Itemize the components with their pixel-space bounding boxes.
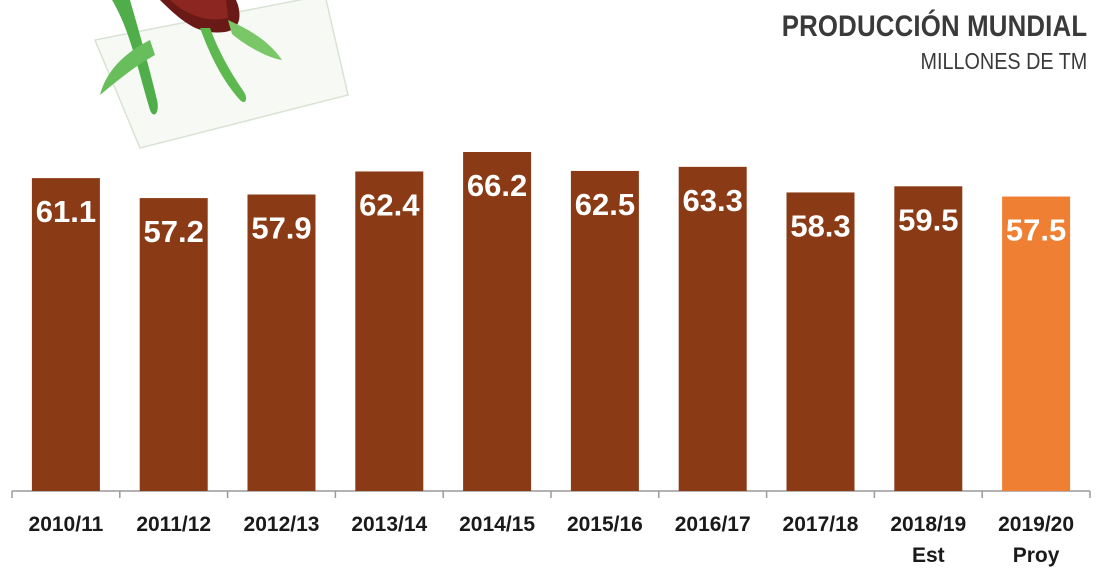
chart-subtitle: MILLONES DE TM [920,48,1087,74]
bar [463,152,532,491]
bar [247,194,316,491]
bar [894,186,963,491]
bar-value-label: 62.4 [359,187,420,222]
x-tick-label: 2012/13 [244,513,320,536]
x-tick-label: 2013/14 [351,513,427,536]
bar [1002,196,1071,491]
x-tick-labels: 2010/11 2011/12 2012/13 2013/14 2014/15 2015/… [29,513,1075,567]
x-tick-label: 2017/18 [783,513,859,536]
x-tick-label: 2019/20 [998,513,1074,536]
x-tick-label: 2011/12 [136,513,211,536]
bar [570,170,639,491]
bar-value-label: 59.5 [898,202,958,237]
bar [678,166,747,491]
x-tick-label: 2016/17 [675,513,751,536]
x-tick-label: 2018/19 [890,513,966,536]
value-labels: 61.1 57.2 57.9 62.4 66.2 62.5 63.3 58.3 59.5 57.5 [36,168,1067,249]
bar [355,171,424,491]
bar [31,178,100,491]
bars [31,152,1071,491]
x-tick-label: Est [912,544,945,567]
bar-value-label: 57.2 [144,214,204,249]
x-tick-label: 2014/15 [459,513,535,536]
bar-value-label: 58.3 [790,208,850,243]
title-block: PRODUCCIÓN MUNDIAL MILLONES DE TM [732,10,1087,75]
chart-title: PRODUCCIÓN MUNDIAL [781,10,1087,43]
rose-icon [93,0,349,149]
x-tick-label: 2015/16 [567,513,643,536]
bar-value-label: 61.1 [36,194,96,229]
bar-value-label: 62.5 [575,187,635,222]
bar-value-label: 66.2 [467,168,527,203]
x-tick-label: Proy [1013,544,1060,567]
x-axis [11,490,1091,498]
x-tick-label: 2010/11 [29,513,104,536]
bar-value-label: 57.9 [251,211,311,246]
bar-value-label: 57.5 [1006,213,1066,248]
bar-value-label: 63.3 [683,183,743,218]
bar [139,198,208,491]
bar [786,192,855,491]
